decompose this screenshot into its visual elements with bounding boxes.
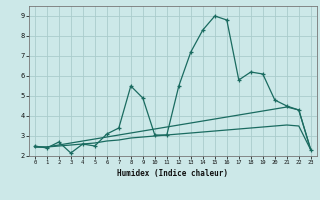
X-axis label: Humidex (Indice chaleur): Humidex (Indice chaleur) (117, 169, 228, 178)
